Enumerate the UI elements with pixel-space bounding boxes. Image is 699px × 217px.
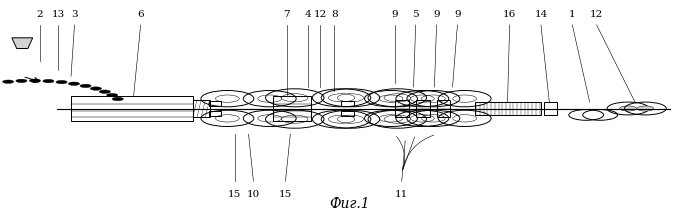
Text: 4: 4 bbox=[304, 10, 311, 18]
Bar bbox=[416, 100, 430, 117]
Polygon shape bbox=[12, 38, 33, 49]
Text: 15: 15 bbox=[228, 190, 241, 199]
Text: 5: 5 bbox=[412, 10, 419, 18]
Circle shape bbox=[29, 79, 41, 82]
Text: 2: 2 bbox=[36, 10, 43, 18]
Circle shape bbox=[113, 97, 123, 101]
Circle shape bbox=[99, 90, 110, 93]
Circle shape bbox=[107, 94, 117, 97]
Text: 9: 9 bbox=[454, 10, 461, 18]
Text: 8: 8 bbox=[331, 10, 338, 18]
Text: 1: 1 bbox=[569, 10, 575, 18]
Circle shape bbox=[90, 87, 101, 90]
Circle shape bbox=[3, 80, 14, 83]
Text: 10: 10 bbox=[247, 190, 260, 199]
Circle shape bbox=[619, 106, 636, 111]
Text: 11: 11 bbox=[395, 190, 408, 199]
Bar bbox=[71, 96, 193, 121]
Text: 13: 13 bbox=[52, 10, 65, 18]
Circle shape bbox=[80, 84, 91, 88]
Bar bbox=[437, 100, 450, 117]
Text: 12: 12 bbox=[314, 10, 327, 18]
Bar bbox=[475, 102, 541, 115]
Bar bbox=[273, 96, 311, 121]
Bar bbox=[193, 100, 210, 117]
Text: Фиг.1: Фиг.1 bbox=[329, 197, 370, 211]
Bar bbox=[341, 100, 354, 106]
Circle shape bbox=[43, 79, 54, 83]
Circle shape bbox=[16, 79, 27, 83]
Circle shape bbox=[637, 106, 654, 111]
Text: 6: 6 bbox=[137, 10, 144, 18]
Text: 3: 3 bbox=[71, 10, 78, 18]
Bar bbox=[209, 100, 222, 106]
Circle shape bbox=[69, 82, 80, 85]
Bar bbox=[209, 111, 222, 117]
Bar bbox=[341, 111, 354, 117]
Bar bbox=[395, 100, 409, 117]
Text: 16: 16 bbox=[503, 10, 517, 18]
Text: 14: 14 bbox=[534, 10, 547, 18]
Text: 12: 12 bbox=[590, 10, 603, 18]
Text: 9: 9 bbox=[433, 10, 440, 18]
Text: 7: 7 bbox=[284, 10, 290, 18]
Text: 9: 9 bbox=[391, 10, 398, 18]
Text: 15: 15 bbox=[279, 190, 292, 199]
Bar bbox=[545, 102, 557, 115]
Circle shape bbox=[56, 80, 67, 84]
Circle shape bbox=[0, 81, 1, 85]
